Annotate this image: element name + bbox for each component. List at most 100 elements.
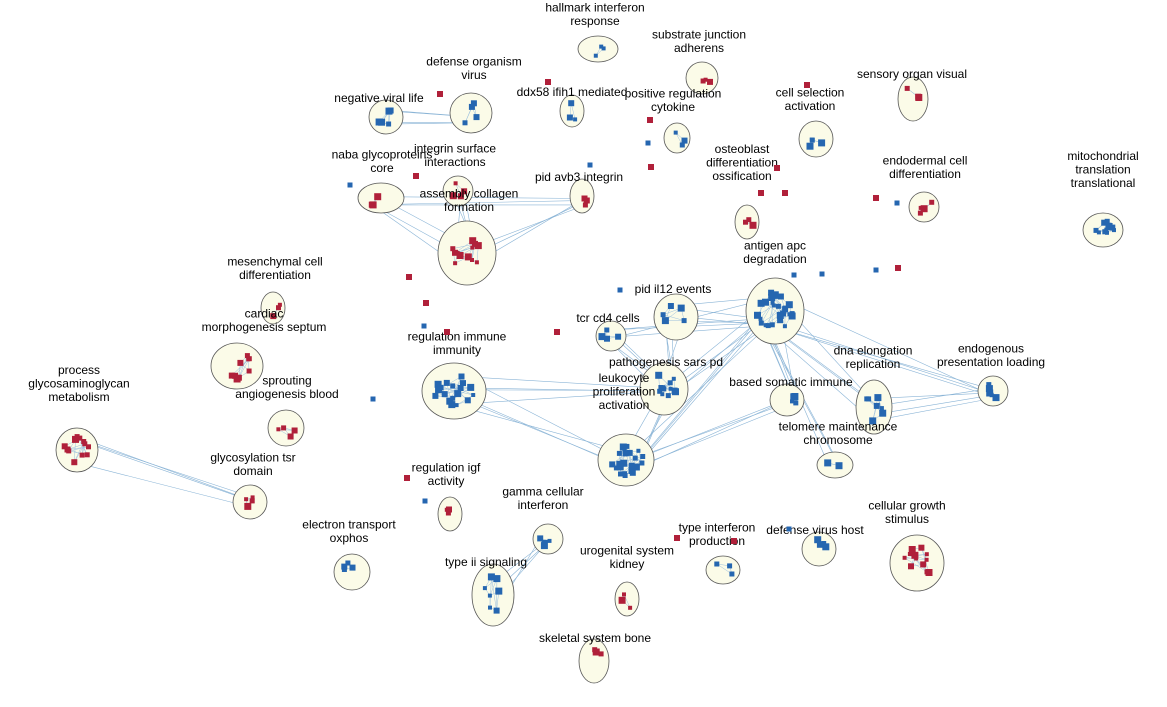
gene-set-node[interactable]	[454, 390, 462, 398]
singleton-node[interactable]	[758, 190, 764, 196]
gene-set-node[interactable]	[665, 393, 671, 399]
gene-set-node[interactable]	[628, 605, 633, 610]
singleton-node[interactable]	[731, 538, 737, 544]
gene-set-node[interactable]	[446, 397, 454, 405]
cluster-negviral[interactable]: negative viral life	[334, 91, 424, 135]
singleton-node[interactable]	[370, 396, 376, 402]
gene-set-node[interactable]	[71, 459, 78, 466]
gene-set-node[interactable]	[873, 402, 880, 409]
gene-set-node[interactable]	[582, 202, 588, 208]
gene-set-node[interactable]	[629, 469, 636, 476]
cluster-pathsars[interactable]: pathogenesis sars pd	[609, 355, 723, 416]
singleton-node[interactable]	[617, 287, 623, 293]
gene-set-node[interactable]	[818, 139, 826, 147]
gene-set-node[interactable]	[450, 246, 456, 252]
gene-set-node[interactable]	[707, 78, 713, 85]
gene-set-node[interactable]	[581, 195, 588, 202]
gene-set-node[interactable]	[619, 443, 627, 451]
gene-set-node[interactable]	[450, 383, 456, 389]
gene-set-node[interactable]	[618, 596, 626, 604]
gene-set-node[interactable]	[986, 389, 994, 397]
gene-set-node[interactable]	[456, 252, 464, 259]
gene-set-node[interactable]	[907, 552, 912, 556]
gene-set-node[interactable]	[633, 464, 638, 469]
gene-set-node[interactable]	[816, 541, 823, 548]
gene-set-node[interactable]	[636, 448, 641, 453]
singleton-node[interactable]	[406, 274, 412, 280]
gene-set-node[interactable]	[453, 261, 458, 266]
gene-set-node[interactable]	[793, 400, 799, 406]
gene-set-node[interactable]	[616, 463, 624, 471]
cluster-pidavb3[interactable]: pid avb3 integrin	[535, 170, 623, 214]
gene-set-node[interactable]	[482, 586, 487, 591]
singleton-node[interactable]	[444, 329, 450, 335]
singleton-node[interactable]	[873, 195, 879, 201]
gene-set-node[interactable]	[622, 592, 626, 597]
gene-set-node[interactable]	[924, 552, 929, 557]
singleton-node[interactable]	[647, 117, 653, 123]
gene-set-node[interactable]	[639, 460, 645, 466]
gene-set-node[interactable]	[464, 253, 472, 261]
gene-set-node[interactable]	[920, 205, 928, 213]
gene-set-node[interactable]	[345, 560, 351, 566]
gene-set-node[interactable]	[246, 356, 252, 362]
singleton-node[interactable]	[894, 200, 900, 206]
gene-set-node[interactable]	[375, 118, 383, 126]
gene-set-node[interactable]	[474, 242, 482, 250]
gene-set-node[interactable]	[775, 303, 781, 309]
gene-set-node[interactable]	[1096, 230, 1101, 235]
gene-set-node[interactable]	[667, 303, 674, 309]
gene-set-node[interactable]	[1112, 228, 1116, 233]
gene-set-node[interactable]	[66, 448, 72, 454]
gene-set-node[interactable]	[61, 443, 68, 450]
gene-set-node[interactable]	[774, 293, 780, 299]
gene-set-node[interactable]	[749, 221, 757, 229]
gene-set-node[interactable]	[84, 452, 90, 458]
gene-set-node[interactable]	[618, 471, 623, 477]
gene-set-node[interactable]	[470, 258, 474, 262]
gene-set-node[interactable]	[874, 394, 882, 402]
gene-set-node[interactable]	[681, 137, 688, 144]
gene-set-node[interactable]	[287, 433, 294, 440]
gene-set-node[interactable]	[244, 497, 249, 502]
gene-set-node[interactable]	[679, 142, 685, 148]
gene-set-node[interactable]	[495, 587, 503, 595]
gene-set-node[interactable]	[1104, 218, 1110, 224]
gene-set-node[interactable]	[250, 495, 255, 500]
gene-set-node[interactable]	[765, 323, 771, 329]
gene-set-node[interactable]	[703, 77, 708, 82]
singleton-node[interactable]	[873, 267, 879, 273]
gene-set-node[interactable]	[908, 563, 914, 570]
gene-set-node[interactable]	[902, 555, 907, 560]
gene-set-node[interactable]	[727, 563, 733, 569]
gene-set-node[interactable]	[77, 435, 83, 441]
gene-set-node[interactable]	[452, 249, 458, 256]
gene-set-node[interactable]	[277, 302, 282, 307]
singleton-node[interactable]	[413, 173, 419, 179]
gene-set-node[interactable]	[474, 260, 479, 265]
cluster-tcr[interactable]: tcr cd4 cells	[576, 311, 640, 352]
gene-set-node[interactable]	[757, 299, 765, 307]
gene-set-node[interactable]	[1102, 229, 1108, 235]
singleton-node[interactable]	[421, 323, 427, 329]
gene-set-node[interactable]	[918, 544, 925, 551]
gene-set-node[interactable]	[790, 393, 798, 401]
gene-set-node[interactable]	[601, 46, 606, 51]
gene-set-node[interactable]	[369, 201, 377, 209]
gene-set-node[interactable]	[743, 219, 748, 225]
gene-set-node[interactable]	[879, 409, 884, 414]
gene-set-node[interactable]	[782, 324, 787, 329]
gene-set-node[interactable]	[729, 571, 735, 577]
gene-set-node[interactable]	[768, 289, 775, 296]
gene-set-node[interactable]	[814, 536, 822, 544]
gene-set-node[interactable]	[790, 399, 794, 404]
